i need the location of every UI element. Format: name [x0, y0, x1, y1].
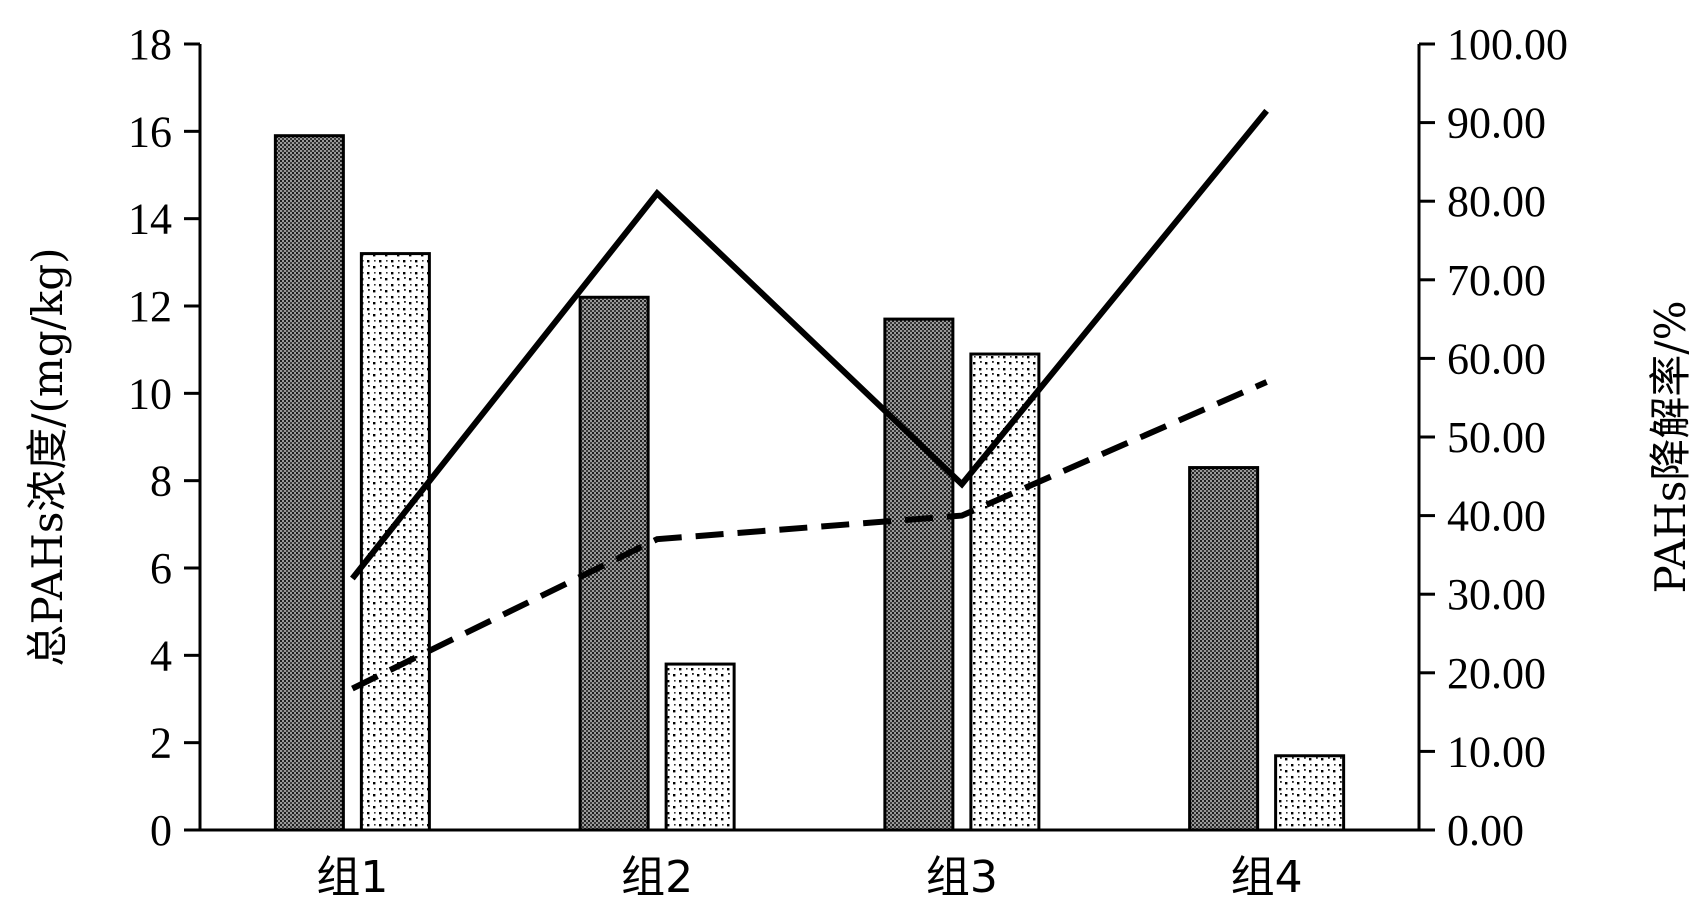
- y-tick-label-2: 4: [150, 631, 172, 680]
- y2-tick-label-8: 80.00: [1447, 177, 1546, 226]
- y-tick-label-7: 14: [128, 195, 172, 244]
- bar-2-4: [1274, 754, 1346, 832]
- line-series-2: [351, 379, 1268, 692]
- line-series-1: [350, 108, 1269, 581]
- y2-tick-label-1: 10.00: [1447, 727, 1546, 776]
- x-tick-label-2: 组2: [621, 852, 693, 903]
- bar-1-3: [883, 317, 955, 832]
- y2-tick-label-2: 20.00: [1447, 649, 1546, 698]
- y2-axis-title: PAHs降解率/%: [1646, 301, 1695, 594]
- bar-2-1: [359, 252, 431, 832]
- y-tick-label-9: 18: [128, 20, 172, 69]
- lines-layer: [350, 108, 1269, 692]
- y2-tick-label-3: 30.00: [1447, 570, 1546, 619]
- bar-2-3: [969, 352, 1041, 832]
- axes-layer: 0 2 4 6 8 10 12 14 16 18 0.00 10.00 20.00 30.00 40.00 5…: [128, 20, 1568, 903]
- y-tick-label-3: 6: [150, 544, 172, 593]
- x-tick-label-3: 组3: [926, 852, 998, 903]
- bar-1-4: [1188, 466, 1260, 832]
- y2-tick-label-0: 0.00: [1447, 806, 1524, 855]
- bar-1-1: [273, 134, 345, 832]
- y-tick-label-5: 10: [128, 369, 172, 418]
- y2-tick-label-10: 100.00: [1447, 20, 1568, 69]
- y2-tick-label-5: 50.00: [1447, 413, 1546, 462]
- bars-layer: [273, 134, 1346, 832]
- y-tick-label-0: 0: [150, 806, 172, 855]
- y2-tick-label-4: 40.00: [1447, 492, 1546, 541]
- y2-tick-label-7: 70.00: [1447, 256, 1546, 305]
- bar-1-2: [578, 295, 650, 832]
- bar-2-2: [664, 662, 736, 832]
- y-tick-label-6: 12: [128, 282, 172, 331]
- y-tick-label-1: 2: [150, 719, 172, 768]
- x-tick-label-1: 组1: [316, 852, 388, 903]
- x-tick-label-4: 组4: [1231, 852, 1303, 903]
- y-axis-title: 总PAHs浓度/(mg/kg): [23, 247, 72, 666]
- y2-tick-label-9: 90.00: [1447, 99, 1546, 148]
- y-tick-label-4: 8: [150, 457, 172, 506]
- y-tick-label-8: 16: [128, 107, 172, 156]
- y2-tick-label-6: 60.00: [1447, 334, 1546, 383]
